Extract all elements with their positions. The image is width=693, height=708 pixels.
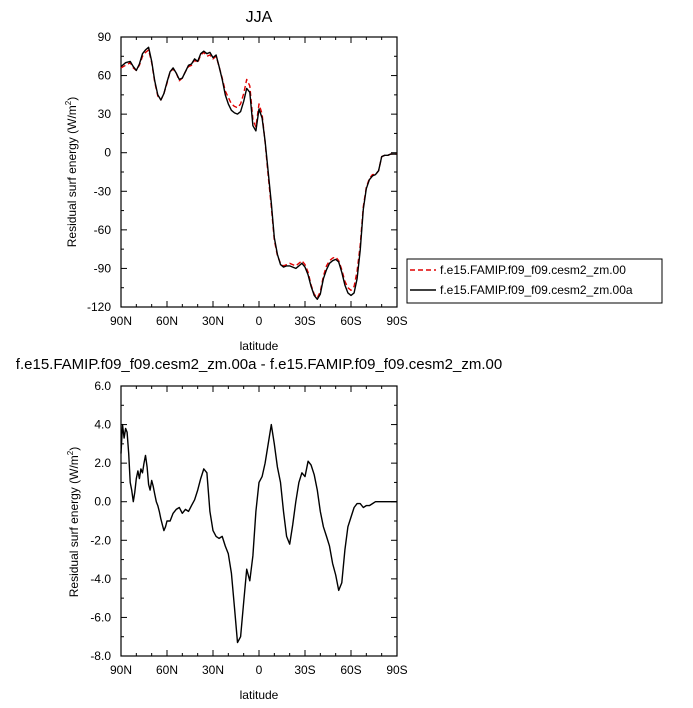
bottom-chart: f.e15.FAMIP.f09_f09.cesm2_zm.00a - f.e15… [16,356,502,702]
top-chart: JJA 90N 60N 30N 0 30S 60S 90S 90 60 30 0 -30 -60 -90 -… [64,9,663,353]
top-x-axis-label: latitude [240,339,279,353]
bottom-x-tick-label: 60N [156,663,178,677]
top-x-tick-label: 90S [386,314,407,328]
bottom-x-tick-label: 90N [110,663,132,677]
bottom-y-tick-label: 0.0 [94,495,111,509]
bottom-y-axis-label-base: Residual surf energy (W/m [67,455,81,597]
legend: f.e15.FAMIP.f09_f09.cesm2_zm.00 f.e15.FA… [406,258,663,304]
legend-box [406,258,663,304]
top-y-axis-label-base: Residual surf energy (W/m [65,105,79,247]
bottom-x-tick-label: 30N [202,663,224,677]
top-x-tick-label: 60S [340,314,361,328]
bottom-y-tick-label: -6.0 [90,610,111,624]
top-y-tick-label: 30 [98,107,112,121]
top-y-axis-label: Residual surf energy (W/m2) [64,97,79,248]
bottom-y-axis-label-sup: 2 [66,450,75,455]
top-x-tick-label: 30S [294,314,315,328]
top-y-tick-label: 0 [104,146,111,160]
top-y-tick-label: 90 [98,30,112,44]
bottom-y-axis-label: Residual surf energy (W/m2) [66,447,81,598]
bottom-y-tick-label: 6.0 [94,379,111,393]
legend-label-series-1: f.e15.FAMIP.f09_f09.cesm2_zm.00 [440,263,626,277]
top-y-axis-label-close: ) [65,97,79,101]
top-y-tick-label: -30 [94,184,112,198]
bottom-y-tick-label: -8.0 [90,649,111,663]
top-y-tick-label: 60 [98,69,112,83]
top-plot-frame [120,36,398,308]
top-x-tick-label: 60N [156,314,178,328]
top-series-line-1 [120,49,397,299]
top-chart-title: JJA [246,9,273,26]
top-y-tick-label: -60 [94,223,112,237]
bottom-y-axis-label-close: ) [67,447,81,451]
top-x-tick-label: 90N [110,314,132,328]
top-x-tick-label: 30N [202,314,224,328]
bottom-series-line-1 [120,423,397,644]
bottom-x-tick-label: 0 [256,663,263,677]
bottom-y-tick-label: -2.0 [90,533,111,547]
top-y-tick-label: -120 [87,300,111,314]
top-plot-area: 90N 60N 30N 0 30S 60S 90S 90 60 30 0 -30 -60 -90 -120 [87,30,408,328]
bottom-x-axis-label: latitude [240,688,279,702]
top-y-axis-label-sup: 2 [64,100,73,105]
bottom-y-tick-label: -4.0 [90,572,111,586]
top-x-tick-label: 0 [256,314,263,328]
bottom-y-tick-label: 2.0 [94,456,111,470]
bottom-x-tick-label: 30S [294,663,315,677]
bottom-plot-area: 90N 60N 30N 0 30S 60S 90S 6.0 4.0 2.0 0.0 -2.0 -4.0 -… [90,379,407,677]
top-series-line-2 [120,46,397,300]
bottom-chart-title: f.e15.FAMIP.f09_f09.cesm2_zm.00a - f.e15… [16,356,502,373]
bottom-y-tick-label: 4.0 [94,418,111,432]
top-y-tick-label: -90 [94,261,112,275]
bottom-plot-frame [120,385,398,657]
legend-label-series-2: f.e15.FAMIP.f09_f09.cesm2_zm.00a [440,283,633,297]
bottom-x-tick-label: 90S [386,663,407,677]
bottom-x-tick-label: 60S [340,663,361,677]
